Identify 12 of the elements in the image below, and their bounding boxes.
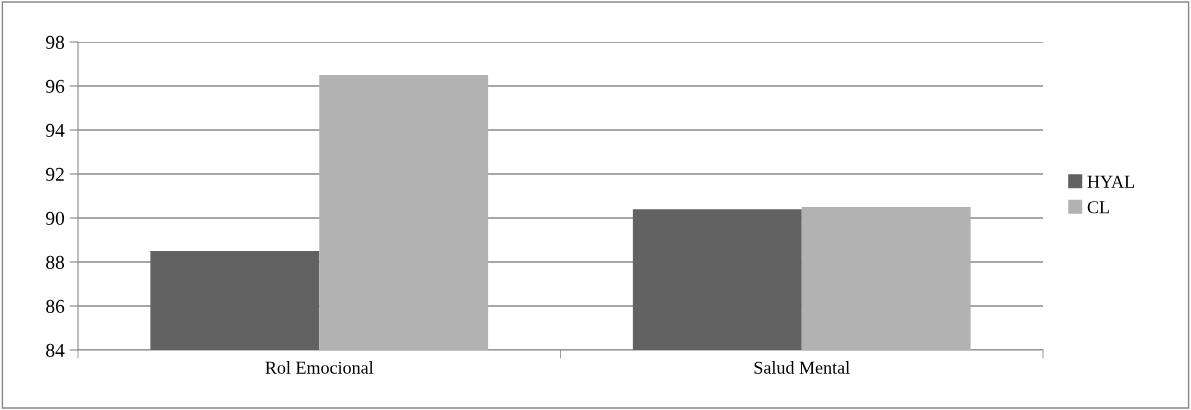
y-tick-label: 88 <box>46 255 65 269</box>
y-tick-label: 94 <box>45 123 65 137</box>
y-tick-label: 96 <box>45 79 65 93</box>
x-tick-label: Salud Mental <box>754 361 850 374</box>
y-tick-label: 84 <box>46 343 65 357</box>
legend-label: CL <box>1087 201 1109 214</box>
y-tick-label: 90 <box>45 211 65 225</box>
y-tick-label: 98 <box>45 35 65 49</box>
legend-label: HYAL <box>1087 175 1135 188</box>
x-tick-label: Rol Emocional <box>265 361 374 374</box>
y-tick-label: 92 <box>45 167 64 181</box>
y-tick-label: 86 <box>46 299 65 313</box>
